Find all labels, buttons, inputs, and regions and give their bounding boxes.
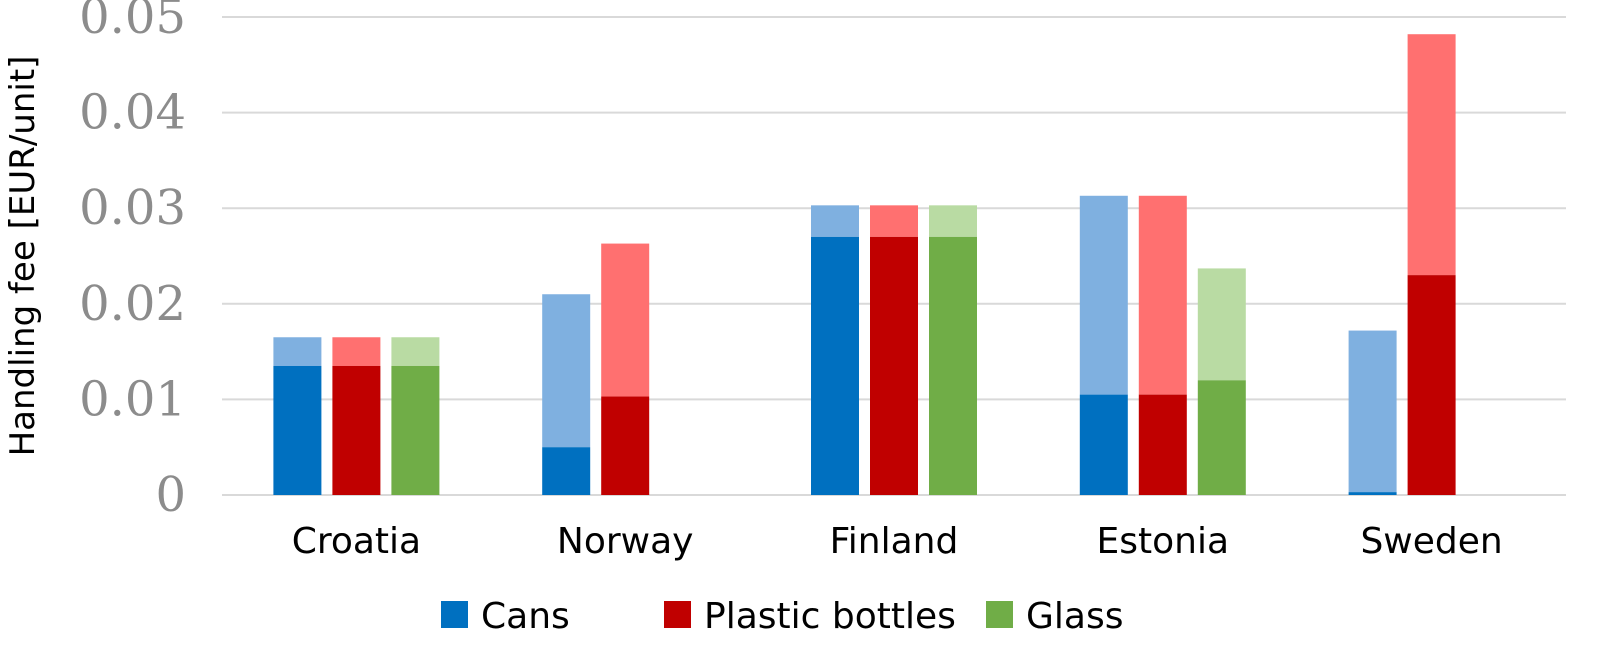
legend-label: Plastic bottles — [704, 596, 956, 637]
x-tick-label: Finland — [830, 521, 959, 562]
bars — [273, 34, 1456, 495]
bar-base-plastic-bottles — [601, 396, 650, 495]
bar-base-plastic-bottles — [332, 365, 381, 495]
y-axis-label: Handling fee [EUR/unit] — [3, 56, 43, 457]
bar-base-plastic-bottles — [1138, 394, 1187, 495]
x-tick-label: Norway — [557, 521, 694, 562]
bar-base-glass — [391, 365, 440, 495]
legend-label: Cans — [481, 596, 570, 637]
bar-base-cans — [1079, 394, 1128, 495]
bar-range-plastic-bottles — [870, 205, 918, 237]
bar-range-plastic-bottles — [1138, 195, 1187, 395]
bar-range-cans — [811, 205, 859, 237]
x-tick-label: Sweden — [1360, 521, 1502, 562]
bar-range-plastic-bottles — [332, 337, 381, 366]
x-axis-ticks: Croatia Norway Finland Estonia Sweden — [292, 521, 1503, 562]
bar-base-cans — [811, 236, 859, 495]
bar-base-glass — [1197, 380, 1246, 495]
bar-range-cans — [273, 337, 322, 366]
legend-swatch — [986, 601, 1013, 628]
bar-base-cans — [542, 447, 591, 495]
legend-label: Glass — [1026, 596, 1123, 637]
y-tick-label: 0.01 — [79, 371, 186, 427]
legend-swatch — [664, 601, 691, 628]
x-tick-label: Croatia — [292, 521, 421, 562]
bar-range-glass — [929, 205, 977, 237]
y-tick-label: 0.02 — [79, 276, 186, 332]
bar-range-cans — [1348, 330, 1397, 493]
legend-swatch — [441, 601, 468, 628]
x-tick-label: Estonia — [1097, 521, 1230, 562]
bar-range-cans — [542, 294, 591, 448]
bar-base-glass — [929, 236, 977, 495]
legend: Cans Plastic bottles Glass — [441, 596, 1123, 637]
bar-range-glass — [391, 337, 440, 366]
bar-range-glass — [1197, 268, 1246, 381]
y-tick-label: 0.03 — [79, 180, 186, 236]
y-tick-label: 0 — [155, 467, 186, 523]
bar-base-plastic-bottles — [1407, 275, 1456, 495]
y-tick-label: 0.04 — [79, 85, 186, 141]
bar-range-plastic-bottles — [1407, 34, 1456, 276]
bar-range-cans — [1079, 195, 1128, 395]
bar-base-plastic-bottles — [870, 236, 918, 495]
y-axis-ticks: 0 0.01 0.02 0.03 0.04 0.05 — [79, 0, 186, 523]
bar-range-plastic-bottles — [601, 243, 650, 397]
bar-base-cans — [273, 365, 322, 495]
bar-base-cans — [1348, 492, 1397, 495]
y-tick-label: 0.05 — [79, 0, 186, 45]
